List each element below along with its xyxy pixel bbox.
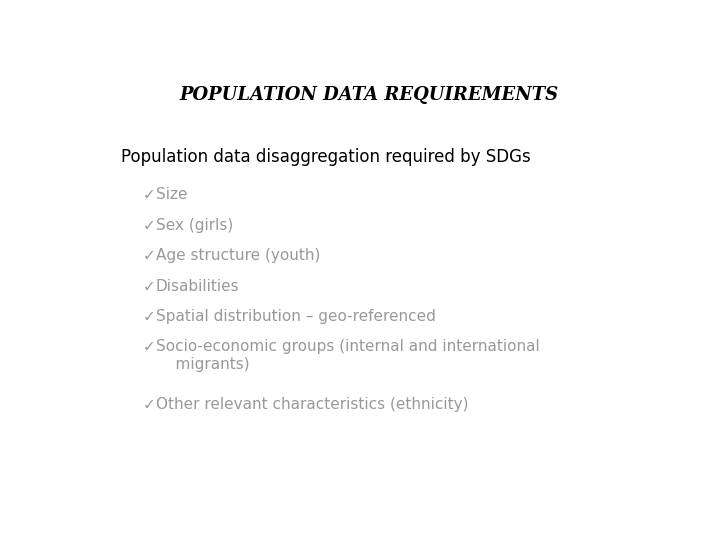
Text: Other relevant characteristics (ethnicity): Other relevant characteristics (ethnicit…: [156, 397, 468, 412]
Text: ✓: ✓: [143, 339, 156, 354]
Text: ✓: ✓: [143, 309, 156, 324]
Text: Age structure (youth): Age structure (youth): [156, 248, 320, 263]
Text: ✓: ✓: [143, 397, 156, 412]
Text: POPULATION DATA REQUIREMENTS: POPULATION DATA REQUIREMENTS: [179, 85, 559, 104]
Text: Disabilities: Disabilities: [156, 279, 240, 294]
Text: Population data disaggregation required by SDGs: Population data disaggregation required …: [121, 148, 531, 166]
Text: ✓: ✓: [143, 218, 156, 233]
Text: ✓: ✓: [143, 279, 156, 294]
Text: Sex (girls): Sex (girls): [156, 218, 233, 233]
Text: Spatial distribution – geo-referenced: Spatial distribution – geo-referenced: [156, 309, 436, 324]
Text: ✓: ✓: [143, 187, 156, 202]
Text: Socio-economic groups (internal and international
    migrants): Socio-economic groups (internal and inte…: [156, 339, 539, 372]
Text: Size: Size: [156, 187, 187, 202]
Text: ✓: ✓: [143, 248, 156, 263]
